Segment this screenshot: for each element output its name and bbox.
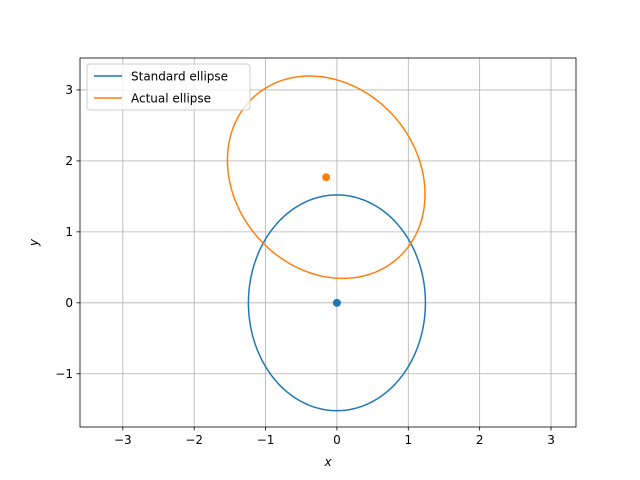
- x-tick-label: −3: [114, 433, 132, 447]
- legend-label-actual-ellipse: Actual ellipse: [131, 92, 211, 106]
- ticks: −3 −2 −1 0 1 2 3 −1 0 1 2 3: [55, 83, 555, 447]
- y-axis-label: y: [27, 238, 41, 247]
- x-tick-label: 0: [333, 433, 341, 447]
- x-axis-label: x: [323, 455, 332, 469]
- x-tick-label: −1: [257, 433, 275, 447]
- center-point: [322, 173, 331, 182]
- x-tick-label: 2: [476, 433, 484, 447]
- y-tick-label: −1: [55, 367, 73, 381]
- ellipse-standard-ellipse: [247, 194, 427, 412]
- y-tick-label: 1: [65, 225, 73, 239]
- x-tick-label: 3: [547, 433, 555, 447]
- x-tick-label: 1: [404, 433, 412, 447]
- y-tick-label: 3: [65, 83, 73, 97]
- y-tick-label: 2: [65, 154, 73, 168]
- legend: Standard ellipse Actual ellipse: [86, 63, 251, 111]
- center-point: [332, 298, 341, 307]
- ellipse-actual-ellipse: [226, 75, 426, 280]
- legend-label-standard-ellipse: Standard ellipse: [131, 70, 228, 84]
- legend-box: [86, 63, 251, 111]
- axes-frame: [79, 57, 577, 428]
- y-tick-label: 0: [65, 296, 73, 310]
- x-tick-label: −2: [185, 433, 203, 447]
- series-layer: [226, 75, 427, 412]
- grid: [80, 58, 576, 427]
